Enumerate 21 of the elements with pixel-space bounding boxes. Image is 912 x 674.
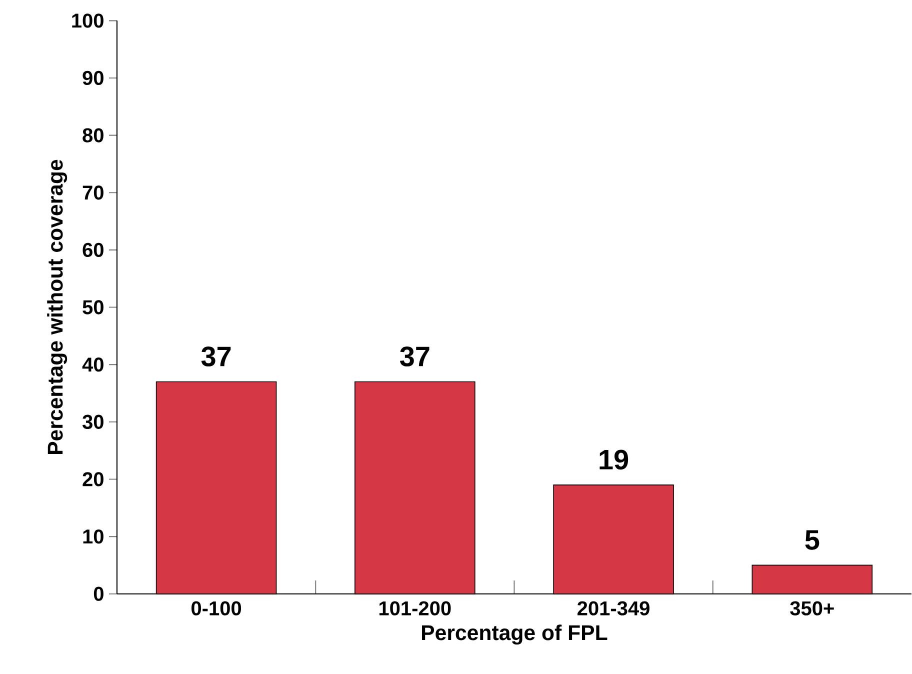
y-tick-label: 0 [94, 586, 104, 602]
y-axis-title: Percentage without coverage [47, 160, 68, 454]
y-tick-label: 10 [83, 530, 104, 544]
y-tick-label: 50 [82, 300, 104, 314]
data-label: 37 [201, 346, 231, 366]
y-tick-label: 80 [82, 128, 104, 142]
x-tick-label: 350+ [790, 601, 834, 616]
y-tick-label: 70 [82, 186, 104, 200]
x-axis-title: Percentage of FPL [422, 624, 608, 645]
y-tick-label: 20 [82, 472, 104, 486]
data-label: 19 [600, 450, 628, 470]
x-tick-label: 101-200 [379, 601, 451, 616]
y-tick-label: 90 [82, 70, 104, 86]
data-label: 5 [805, 530, 820, 550]
data-label: 37 [400, 346, 430, 366]
y-tick-label: 60 [82, 242, 104, 258]
x-tick-label: 201-349 [578, 601, 650, 616]
y-tick-label: 100 [72, 14, 104, 28]
y-tick-label: 30 [82, 414, 104, 430]
y-tick-label: 40 [82, 358, 104, 372]
x-tick-label: 0-100 [192, 601, 242, 616]
